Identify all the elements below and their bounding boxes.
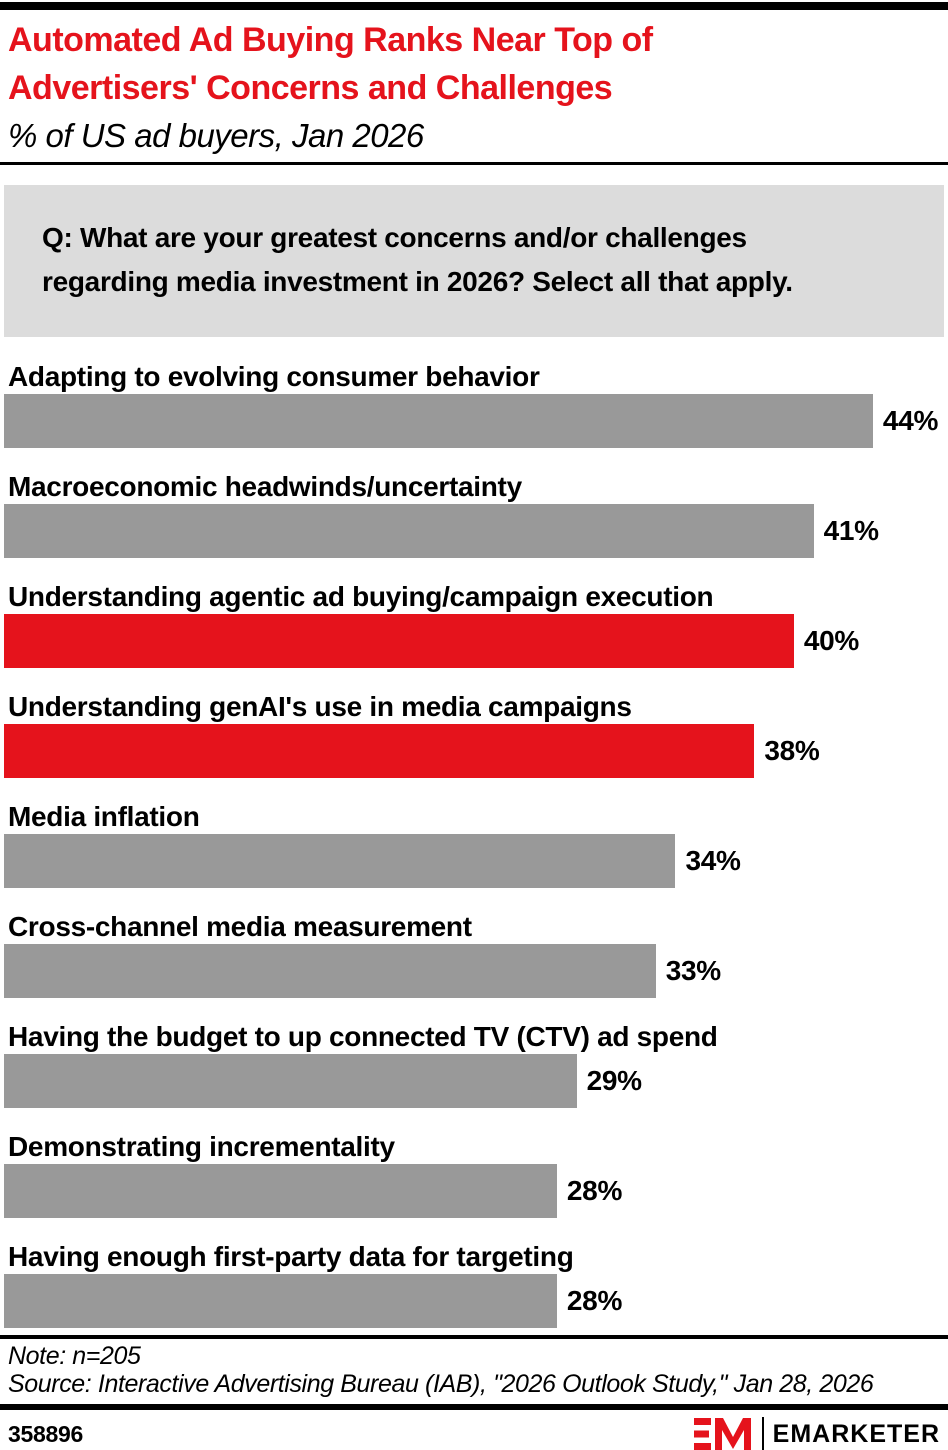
title-line-1: Automated Ad Buying Ranks Near Top of [8, 21, 653, 59]
bar-category-label: Understanding genAI's use in media campa… [8, 691, 632, 722]
chart-subtitle: % of US ad buyers, Jan 2026 [8, 117, 424, 154]
page-title: Automated Ad Buying Ranks Near Top of Ad… [8, 16, 940, 112]
brand-name: EMARKETER [772, 1420, 940, 1448]
bar [4, 504, 814, 558]
bar-track: 41% [4, 504, 944, 558]
bar [4, 1164, 557, 1218]
bar-value-label: 33% [665, 955, 721, 986]
top-border-bar [0, 2, 948, 10]
bar-category-label: Media inflation [8, 801, 200, 832]
bar [4, 944, 656, 998]
chart-footer: 358896 EMARKETER [0, 1416, 948, 1450]
chart-header: Automated Ad Buying Ranks Near Top of Ad… [0, 10, 948, 160]
bar-track: 33% [4, 944, 944, 998]
bar-row: Understanding genAI's use in media campa… [4, 690, 944, 778]
bar-track: 40% [4, 614, 944, 668]
bar-value-label: 44% [882, 405, 939, 436]
notes-divider [0, 1335, 948, 1339]
bar-row: Having enough first-party data for targe… [4, 1240, 944, 1328]
bar-category-label: Demonstrating incrementality [8, 1131, 395, 1162]
question-line-2: regarding media investment in 2026? Sele… [42, 266, 793, 297]
bar-track: 34% [4, 834, 944, 888]
chart-note: Note: n=205 [8, 1342, 141, 1370]
bar [4, 1054, 577, 1108]
question-line-1: Q: What are your greatest concerns and/o… [42, 222, 747, 253]
bar-row: Adapting to evolving consumer behavior 44… [4, 360, 944, 448]
bar-category-label: Adapting to evolving consumer behavior [8, 361, 540, 392]
logo-divider [761, 1417, 764, 1450]
bar-value-label: 41% [823, 515, 879, 546]
bar-value-label: 28% [566, 1175, 623, 1206]
bar-value-label: 29% [586, 1065, 642, 1096]
bar-category-label: Having enough first-party data for targe… [8, 1241, 574, 1272]
bar-track: 29% [4, 1054, 944, 1108]
header-divider [0, 162, 948, 165]
bar-chart: Adapting to evolving consumer behavior 44… [0, 360, 948, 1328]
footer-divider [0, 1404, 948, 1410]
bar-category-label: Having the budget to up connected TV (CT… [8, 1021, 718, 1052]
bar-category-label: Macroeconomic headwinds/uncertainty [8, 471, 522, 502]
bar [4, 834, 676, 888]
bar-track: 28% [4, 1164, 944, 1218]
bar-category-label: Understanding agentic ad buying/campaign… [8, 581, 714, 612]
bar [4, 724, 755, 778]
em-logomark-icon [693, 1418, 751, 1450]
survey-question-box: Q: What are your greatest concerns and/o… [4, 185, 944, 337]
bar-row: Media inflation 34% [4, 800, 944, 888]
bar-row: Cross-channel media measurement 33% [4, 910, 944, 998]
title-line-2: Advertisers' Concerns and Challenges [8, 69, 613, 107]
chart-id: 358896 [8, 1420, 83, 1447]
bar-track: 38% [4, 724, 944, 778]
bar-track: 44% [4, 394, 944, 448]
chart-notes: Note: n=205 Source: Interactive Advertis… [0, 1339, 948, 1398]
bar-value-label: 40% [803, 625, 860, 656]
bar-value-label: 34% [685, 845, 741, 876]
bar-track: 28% [4, 1274, 944, 1328]
bar [4, 1274, 557, 1328]
bar-category-label: Cross-channel media measurement [8, 911, 472, 942]
bar-row: Macroeconomic headwinds/uncertainty 41% [4, 470, 944, 558]
bar [4, 394, 873, 448]
bar-row: Having the budget to up connected TV (CT… [4, 1020, 944, 1108]
bar [4, 614, 794, 668]
bar-row: Demonstrating incrementality 28% [4, 1130, 944, 1218]
emarketer-logo: EMARKETER [693, 1416, 940, 1450]
bar-value-label: 38% [764, 735, 820, 766]
bar-row: Understanding agentic ad buying/campaign… [4, 580, 944, 668]
chart-source: Source: Interactive Advertising Bureau (… [8, 1370, 874, 1398]
bar-value-label: 28% [566, 1285, 623, 1316]
